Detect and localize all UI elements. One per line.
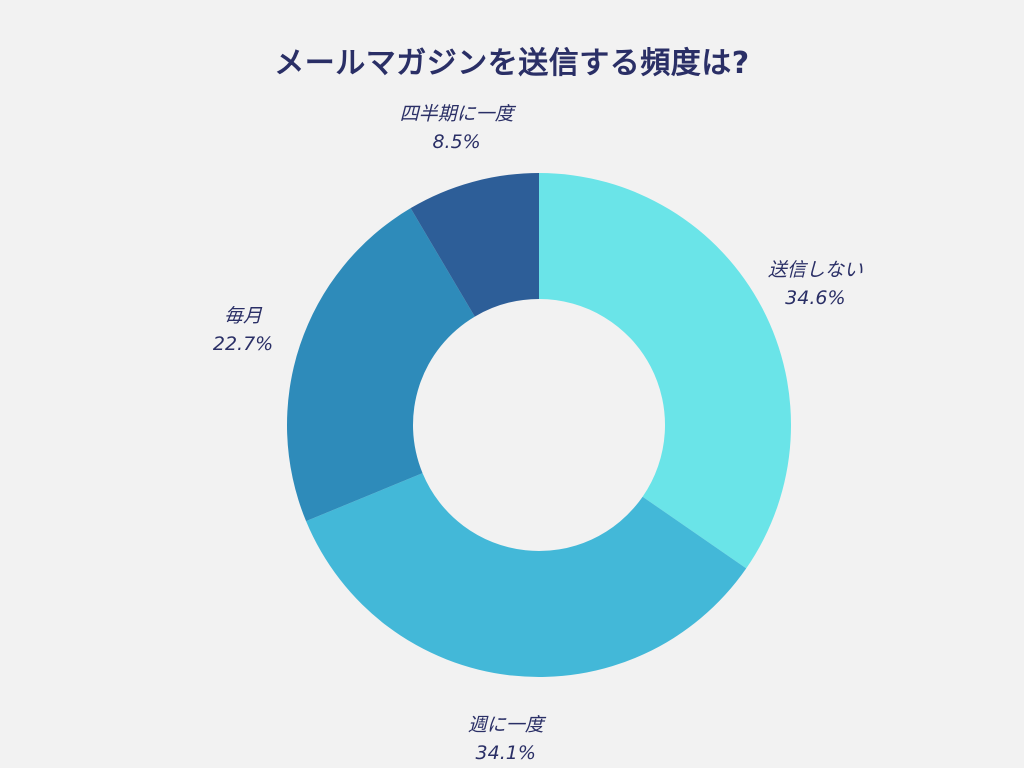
donut-slice-2 xyxy=(287,208,475,522)
slice-label-0: 送信しない xyxy=(768,259,863,281)
donut-slice-1 xyxy=(306,473,747,678)
slice-label-3: 四半期に一度 xyxy=(400,103,517,125)
slice-value-1: 34.1% xyxy=(476,742,536,764)
donut-slice-0 xyxy=(539,173,792,569)
slice-label-1: 週に一度 xyxy=(468,714,547,736)
slice-label-2: 毎月 xyxy=(224,305,263,327)
slice-value-0: 34.6% xyxy=(785,287,845,309)
chart-title: メールマガジンを送信する頻度は? xyxy=(274,46,750,81)
slice-value-3: 8.5% xyxy=(432,131,480,153)
donut-slice-3 xyxy=(410,173,539,317)
slice-value-2: 22.7% xyxy=(213,333,273,355)
